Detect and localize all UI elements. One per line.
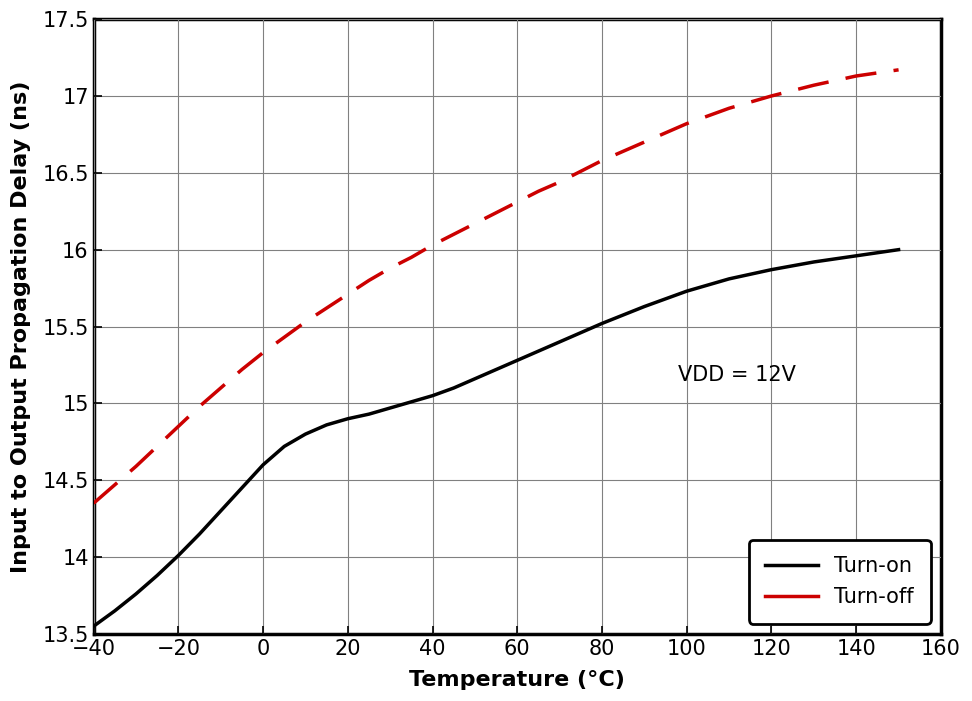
Text: VDD = 12V: VDD = 12V — [678, 365, 796, 385]
Y-axis label: Input to Output Propagation Delay (ns): Input to Output Propagation Delay (ns) — [11, 81, 31, 573]
Legend: Turn-on, Turn-off: Turn-on, Turn-off — [748, 540, 930, 623]
X-axis label: Temperature (°C): Temperature (°C) — [409, 670, 625, 690]
